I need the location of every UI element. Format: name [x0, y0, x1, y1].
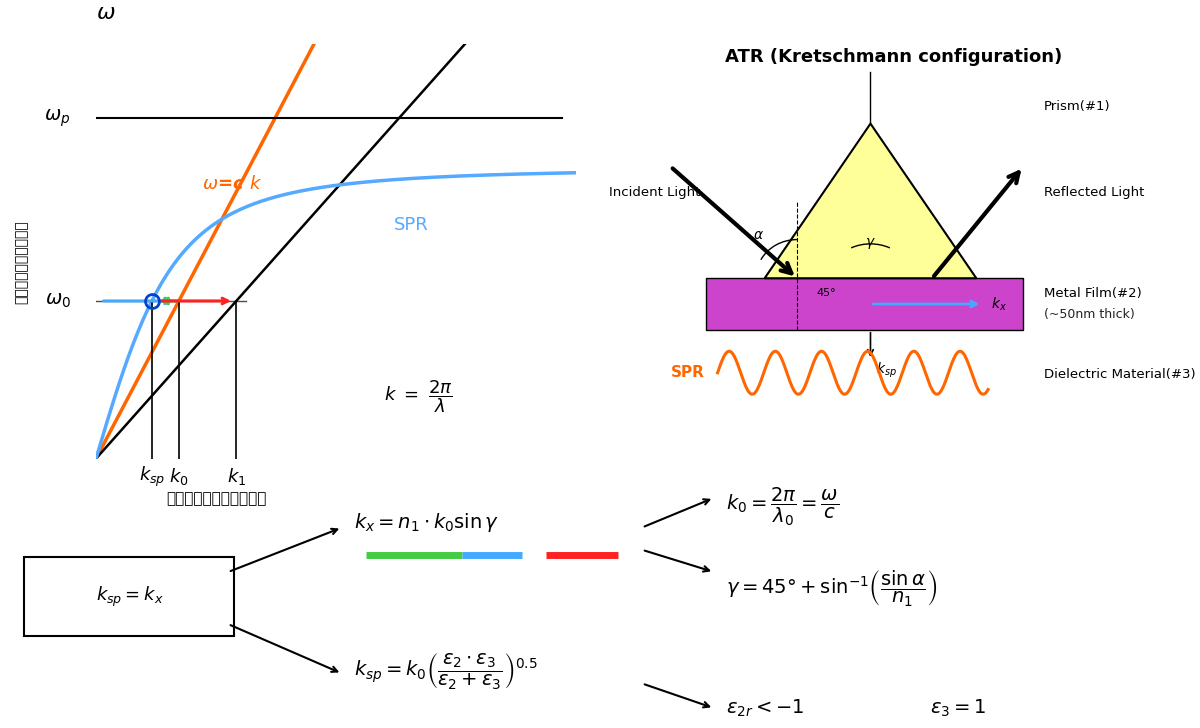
- Text: $k_x = n_1 \cdot k_0 \sin \gamma$: $k_x = n_1 \cdot k_0 \sin \gamma$: [354, 511, 499, 534]
- FancyBboxPatch shape: [592, 18, 1194, 463]
- Text: $\gamma = 45° + \sin^{-1}\!\left(\dfrac{\sin\alpha}{n_1}\right)$: $\gamma = 45° + \sin^{-1}\!\left(\dfrac{…: [726, 568, 937, 608]
- Text: SPR: SPR: [394, 216, 428, 234]
- Text: $k_x$: $k_x$: [991, 296, 1007, 313]
- Text: Reflected Light: Reflected Light: [1044, 186, 1145, 199]
- Text: $\varepsilon_{2r} < -1$: $\varepsilon_{2r} < -1$: [726, 697, 804, 719]
- Text: $k_{sp}$: $k_{sp}$: [139, 464, 166, 489]
- Text: $\gamma$: $\gamma$: [865, 237, 876, 251]
- Polygon shape: [764, 124, 977, 278]
- Text: 波数（入射角度に相当）: 波数（入射角度に相当）: [166, 491, 266, 506]
- Text: $k_0 = \dfrac{2\pi}{\lambda_0} = \dfrac{\omega}{c}$: $k_0 = \dfrac{2\pi}{\lambda_0} = \dfrac{…: [726, 486, 839, 528]
- Bar: [706, 278, 1024, 330]
- Text: Dielectric Material(#3): Dielectric Material(#3): [1044, 368, 1195, 381]
- FancyBboxPatch shape: [598, 25, 1200, 470]
- Text: $\omega_p$: $\omega_p$: [44, 108, 71, 129]
- Text: $\alpha$: $\alpha$: [754, 229, 764, 242]
- Text: $k_1$: $k_1$: [227, 467, 246, 487]
- Text: $\omega_0$: $\omega_0$: [44, 291, 71, 310]
- Text: 周波数（波長に相当）: 周波数（波長に相当）: [14, 220, 29, 304]
- Text: $\omega$: $\omega$: [96, 3, 115, 23]
- Text: SPR: SPR: [671, 365, 704, 380]
- Text: $k_{sp}$: $k_{sp}$: [876, 361, 898, 380]
- Text: 45°: 45°: [816, 288, 836, 298]
- Text: $k_{sp}=k_x$: $k_{sp}=k_x$: [96, 585, 163, 609]
- Text: $k_0$: $k_0$: [169, 467, 188, 487]
- Text: Incident Light: Incident Light: [608, 186, 700, 199]
- Text: (~50nm thick): (~50nm thick): [1044, 308, 1135, 321]
- Text: $k\ =\ \dfrac{2\pi}{\lambda}$: $k\ =\ \dfrac{2\pi}{\lambda}$: [384, 378, 452, 415]
- FancyBboxPatch shape: [24, 557, 234, 636]
- Text: Metal Film(#2): Metal Film(#2): [1044, 287, 1141, 300]
- Text: ATR (Kretschmann configuration): ATR (Kretschmann configuration): [725, 48, 1063, 66]
- Text: $\varepsilon_3 = 1$: $\varepsilon_3 = 1$: [930, 697, 986, 719]
- Text: Prism(#1): Prism(#1): [1044, 100, 1110, 113]
- Text: $\omega$=c $k$: $\omega$=c $k$: [202, 175, 262, 193]
- Text: $k_{sp} = k_0 \left(\dfrac{\varepsilon_2 \cdot \varepsilon_3}{\varepsilon_2 + \v: $k_{sp} = k_0 \left(\dfrac{\varepsilon_2…: [354, 651, 538, 691]
